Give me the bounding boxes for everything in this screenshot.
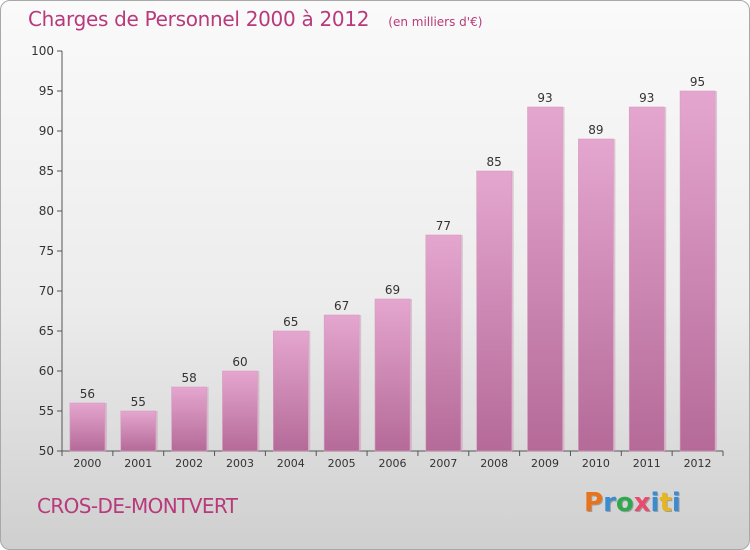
bar-value-label: 56 bbox=[80, 387, 95, 401]
bar-value-label: 55 bbox=[131, 395, 146, 409]
y-tick-label: 55 bbox=[39, 404, 54, 418]
y-tick-label: 85 bbox=[39, 164, 54, 178]
logo-letter: i bbox=[671, 488, 681, 518]
chart-title: Charges de Personnel 2000 à 2012 bbox=[28, 7, 370, 31]
x-tick-label: 2012 bbox=[684, 457, 712, 470]
y-tick-label: 70 bbox=[39, 284, 54, 298]
x-tick-label: 2007 bbox=[429, 457, 457, 470]
bar-value-label: 85 bbox=[487, 155, 502, 169]
proxiti-logo[interactable]: Proxiti bbox=[584, 488, 681, 518]
commune-name: CROS-DE-MONTVERT bbox=[37, 494, 238, 518]
y-tick-label: 100 bbox=[31, 44, 54, 58]
x-tick-label: 2009 bbox=[531, 457, 559, 470]
bar-value-label: 67 bbox=[334, 299, 349, 313]
bar-value-label: 93 bbox=[639, 91, 654, 105]
y-tick-label: 80 bbox=[39, 204, 54, 218]
logo-letter: o bbox=[615, 488, 634, 518]
title-row: Charges de Personnel 2000 à 2012 (en mil… bbox=[28, 7, 482, 31]
x-tick-label: 2011 bbox=[633, 457, 661, 470]
bar-value-label: 69 bbox=[385, 283, 400, 297]
y-tick-label: 90 bbox=[39, 124, 54, 138]
x-axis: 2000 2001 2002 2003 2004 2005 2006 2007 2008 2009… bbox=[61, 450, 724, 470]
x-tick-label: 2001 bbox=[124, 457, 152, 470]
bar-value-label: 95 bbox=[690, 75, 705, 89]
bar bbox=[273, 330, 309, 452]
y-tick-label: 60 bbox=[39, 364, 54, 378]
data-labels: 56 55 58 60 65 67 69 77 85 93 89 93 95 bbox=[80, 75, 705, 409]
logo-letter: i bbox=[650, 488, 660, 518]
logo-letter: t bbox=[659, 488, 672, 518]
bars bbox=[69, 90, 718, 452]
x-tick-label: 2005 bbox=[328, 457, 356, 470]
logo-letter: P bbox=[584, 488, 604, 518]
bar bbox=[69, 402, 106, 452]
y-tick-label: 75 bbox=[39, 244, 54, 258]
x-tick-label: 2000 bbox=[73, 457, 101, 470]
bar-value-label: 58 bbox=[181, 371, 196, 385]
x-tick-label: 2003 bbox=[226, 457, 254, 470]
y-tick-label: 50 bbox=[39, 444, 54, 458]
bar bbox=[578, 138, 614, 452]
bar bbox=[628, 106, 665, 452]
x-tick-label: 2006 bbox=[379, 457, 407, 470]
bar-value-label: 93 bbox=[537, 91, 552, 105]
bar bbox=[323, 314, 360, 452]
bar bbox=[120, 410, 157, 452]
x-tick-label: 2010 bbox=[582, 457, 610, 470]
bar bbox=[374, 298, 411, 452]
y-tick-label: 95 bbox=[39, 84, 54, 98]
bar bbox=[171, 386, 207, 452]
bar-value-label: 60 bbox=[232, 355, 247, 369]
logo-letter: r bbox=[603, 488, 616, 518]
bar-value-label: 89 bbox=[588, 123, 603, 137]
bar bbox=[222, 370, 258, 452]
x-tick-label: 2008 bbox=[480, 457, 508, 470]
x-tick-label: 2002 bbox=[175, 457, 203, 470]
x-tick-label: 2004 bbox=[277, 457, 305, 470]
logo-letter: x bbox=[633, 488, 651, 518]
y-tick-label: 65 bbox=[39, 324, 54, 338]
chart-subtitle: (en milliers d'€) bbox=[388, 15, 483, 29]
bar bbox=[527, 106, 563, 452]
y-axis: 50 55 60 65 70 75 80 85 90 95 100 bbox=[31, 44, 63, 458]
bar-value-label: 77 bbox=[436, 219, 451, 233]
bar bbox=[425, 234, 462, 452]
bar-value-label: 65 bbox=[283, 315, 298, 329]
bar bbox=[476, 170, 512, 452]
bar bbox=[679, 90, 716, 452]
